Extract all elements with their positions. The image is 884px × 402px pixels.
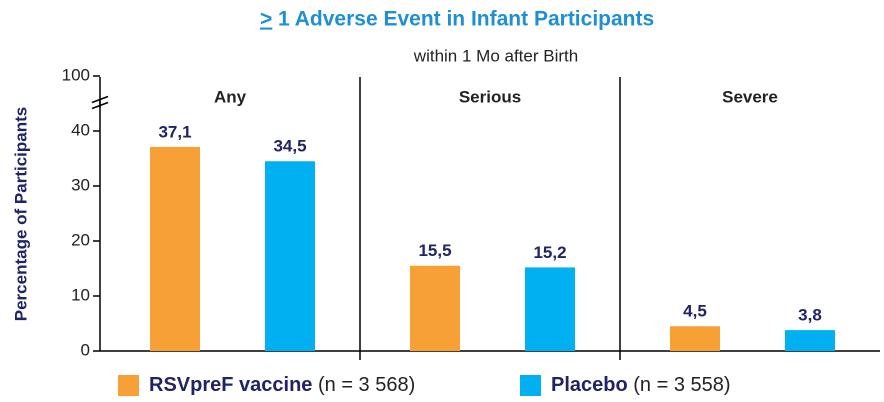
subtitle: within 1 Mo after Birth [413, 46, 578, 65]
bar [670, 326, 720, 351]
bar [785, 330, 835, 351]
group-label: Any [214, 87, 247, 106]
bar [265, 161, 315, 351]
value-label: 15,2 [533, 243, 566, 262]
y-tick-label: 20 [71, 230, 90, 249]
axis-break [91, 101, 109, 110]
y-tick-label: 100 [62, 65, 90, 84]
y-tick-label: 40 [71, 120, 90, 139]
legend-note: (n = 3 558) [633, 374, 730, 396]
axis-break [91, 95, 109, 104]
legend-name: Placebo [551, 374, 628, 396]
bar [410, 265, 460, 351]
bar [525, 267, 575, 351]
legend-entry: Placebo (n = 3 558) [551, 374, 731, 396]
y-tick-label: 30 [71, 175, 90, 194]
y-tick-label: 0 [81, 340, 90, 359]
legend-name: RSVpreF vaccine [149, 374, 312, 396]
legend-swatch [118, 375, 139, 396]
value-label: 3,8 [798, 306, 822, 325]
value-label: 15,5 [418, 241, 451, 260]
value-label: 37,1 [158, 122, 191, 141]
legend-entry: RSVpreF vaccine (n = 3 568) [149, 374, 415, 396]
legend-note: (n = 3 568) [318, 374, 415, 396]
y-tick-label: 10 [71, 285, 90, 304]
value-label: 4,5 [683, 302, 707, 321]
bar [150, 146, 200, 351]
y-axis-label: Percentage of Participants [11, 107, 30, 321]
chart-title: 1 Adverse Event in Infant Participants [278, 8, 654, 31]
value-label: 34,5 [273, 137, 306, 156]
group-label: Serious [459, 87, 521, 106]
title-prefix: > [260, 8, 272, 31]
group-label: Severe [722, 87, 778, 106]
legend-swatch [520, 375, 541, 396]
